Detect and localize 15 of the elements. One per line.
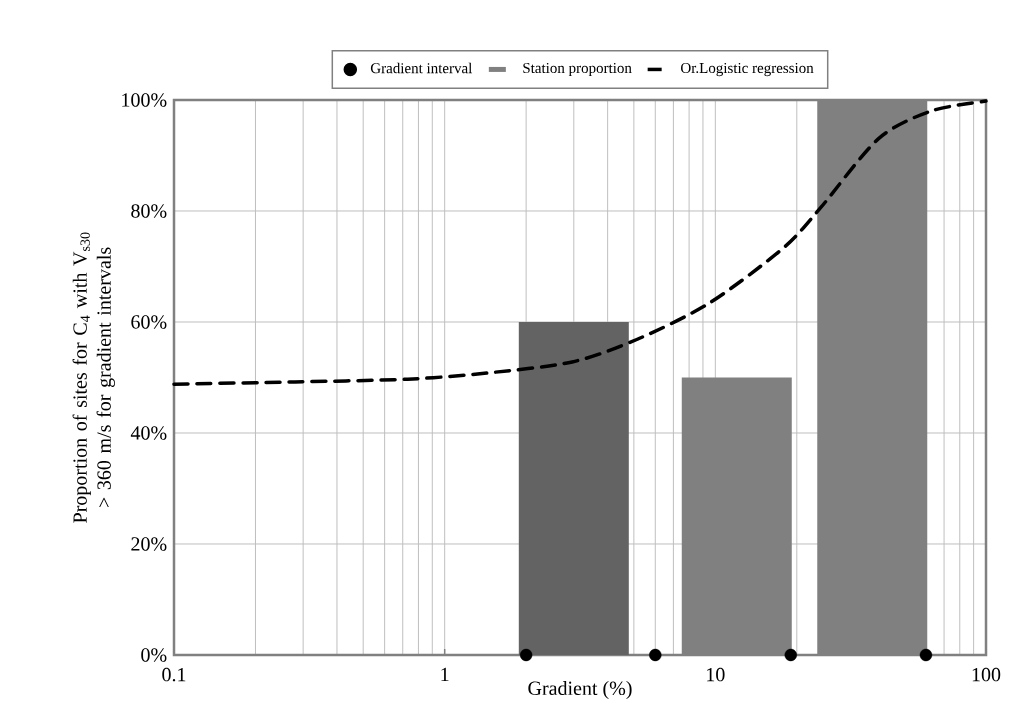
legend-label: Or.Logistic regression xyxy=(681,62,814,77)
x-axis-title: Gradient (%) xyxy=(528,680,632,700)
x-tick-label: 100 xyxy=(972,667,1001,682)
y-tick-label: 100% xyxy=(122,93,167,107)
y-axis-title: Proportion of sites for C$_{4}$ with V$_{s30}$ > 360 m/s for gradient intervals xyxy=(72,232,115,523)
y-tick-label: 80% xyxy=(131,204,167,218)
y-tick-label: 40% xyxy=(130,426,167,440)
x-tick-label: 1 xyxy=(441,667,449,682)
x-tick-label: 0.1 xyxy=(162,667,186,682)
y-tick-label: 0% xyxy=(141,648,167,662)
legend-label: Gradient interval xyxy=(370,62,473,74)
legend-label: Station proportion xyxy=(523,62,632,77)
x-tick-label: 10 xyxy=(707,667,725,682)
y-tick-label: 20% xyxy=(131,537,167,551)
y-tick-label: 60% xyxy=(131,315,167,329)
